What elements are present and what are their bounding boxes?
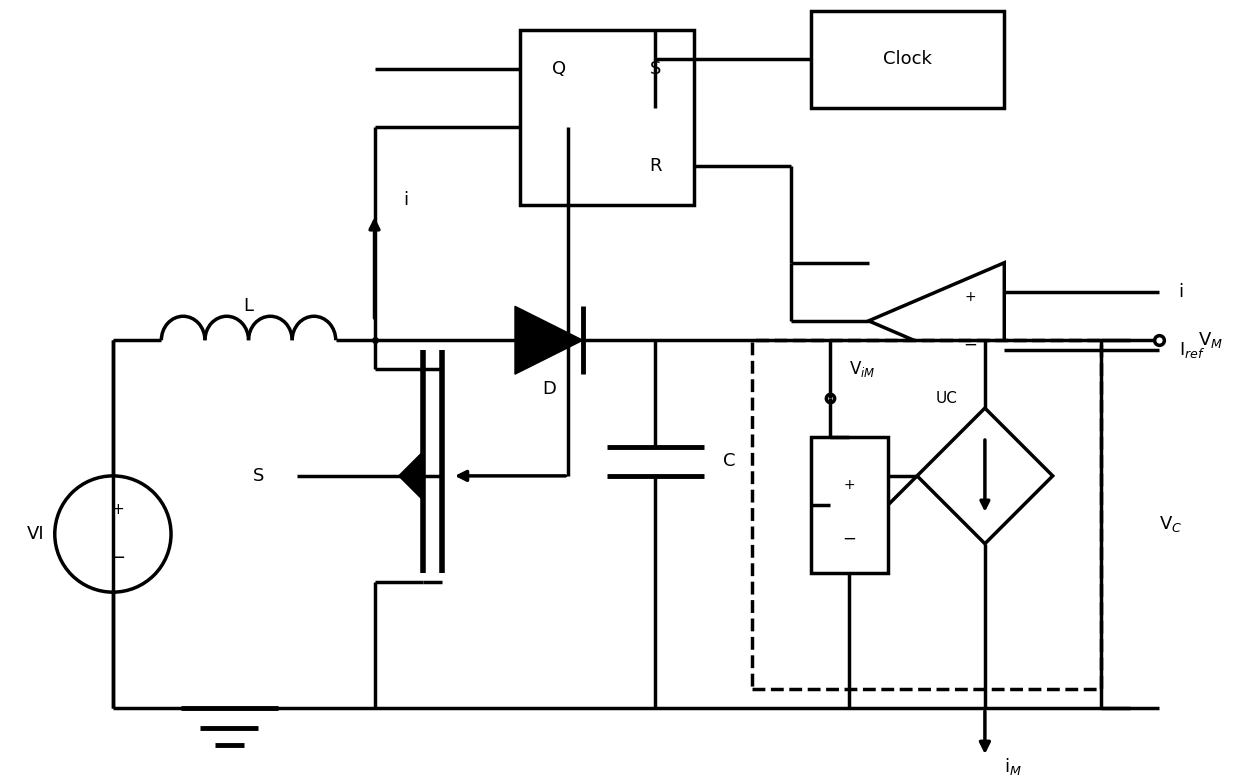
- Text: C: C: [723, 452, 735, 470]
- Bar: [520, 31, 694, 205]
- Text: i: i: [1179, 283, 1184, 301]
- Text: +: +: [843, 477, 856, 492]
- Bar: [753, 340, 1101, 689]
- Text: −: −: [842, 530, 856, 548]
- Text: L: L: [243, 297, 253, 315]
- Polygon shape: [399, 452, 423, 500]
- Text: S: S: [253, 467, 264, 485]
- Text: i: i: [403, 191, 409, 209]
- Text: V$_{iM}$: V$_{iM}$: [849, 359, 875, 379]
- Text: −: −: [110, 550, 125, 568]
- Text: D: D: [542, 379, 556, 397]
- Text: +: +: [112, 503, 124, 517]
- Text: UC: UC: [935, 391, 957, 406]
- Text: V$_M$: V$_M$: [1198, 330, 1223, 350]
- Text: VI: VI: [26, 525, 45, 543]
- Polygon shape: [515, 307, 583, 374]
- Text: Q: Q: [552, 60, 565, 78]
- Text: I$_{ref}$: I$_{ref}$: [1179, 340, 1205, 360]
- Text: S: S: [650, 60, 661, 78]
- Text: −: −: [963, 336, 977, 354]
- Text: V$_C$: V$_C$: [1159, 514, 1183, 535]
- Bar: [811, 437, 888, 573]
- Text: +: +: [965, 289, 976, 303]
- Text: R: R: [650, 157, 662, 175]
- Bar: [811, 11, 1004, 107]
- Text: i$_M$: i$_M$: [1004, 756, 1022, 777]
- Text: Clock: Clock: [883, 50, 931, 68]
